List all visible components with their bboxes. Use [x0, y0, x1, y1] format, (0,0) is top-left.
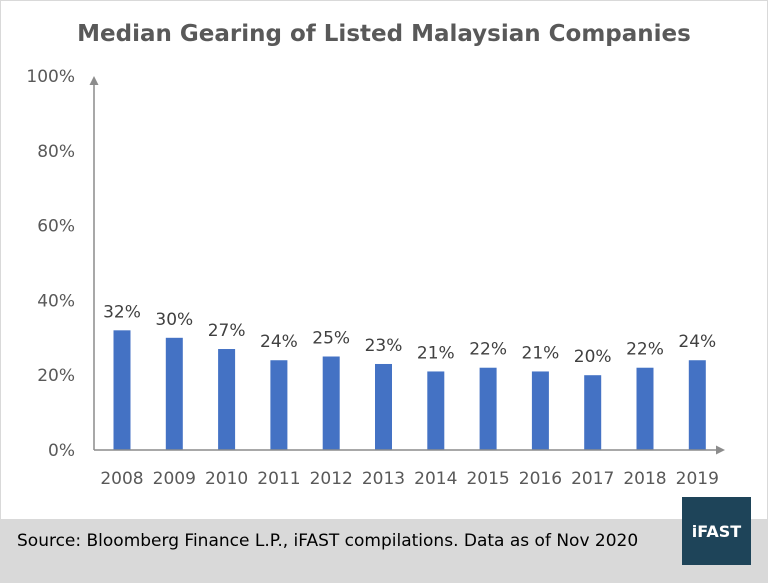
y-tick-label: 40%	[37, 291, 75, 311]
data-label: 30%	[155, 310, 193, 330]
x-tick-label: 2015	[466, 469, 509, 489]
data-label: 24%	[260, 332, 298, 352]
x-axis-arrow	[716, 445, 725, 455]
bar-2017	[584, 375, 602, 450]
bar-2009	[165, 337, 183, 450]
data-label: 32%	[103, 302, 141, 322]
y-tick-label: 60%	[37, 217, 75, 237]
x-tick-label: 2017	[571, 469, 614, 489]
bar-2015	[479, 367, 497, 450]
x-tick-label: 2008	[100, 469, 143, 489]
bar-chart: 0% 20% 40% 60% 80% 100% 2008 2009 2010 2011 2012 20…	[26, 67, 725, 489]
bar-2018	[636, 367, 654, 450]
bar-2012	[322, 356, 340, 450]
x-tick-label: 2013	[362, 469, 405, 489]
x-tick-label: 2016	[519, 469, 562, 489]
x-tick-label: 2012	[310, 469, 353, 489]
y-tick-label: 100%	[26, 67, 75, 87]
data-label: 22%	[626, 340, 664, 360]
x-tick-label: 2010	[205, 469, 248, 489]
data-label: 23%	[365, 336, 403, 356]
x-tick-label: 2018	[623, 469, 666, 489]
bar-2019	[688, 360, 706, 450]
bar-2011	[270, 360, 288, 450]
y-tick-label: 20%	[37, 366, 75, 386]
data-label: 21%	[522, 343, 560, 363]
bar-2016	[531, 371, 549, 450]
y-axis-arrow	[89, 76, 99, 85]
bar-2013	[375, 363, 392, 450]
y-tick-label: 80%	[37, 142, 75, 162]
data-label: 24%	[678, 332, 716, 352]
x-tick-label: 2014	[414, 469, 457, 489]
bar-2008	[113, 330, 131, 450]
source-footer: Source: Bloomberg Finance L.P., iFAST co…	[1, 519, 767, 582]
data-label: 22%	[469, 340, 507, 360]
source-note: Source: Bloomberg Finance L.P., iFAST co…	[17, 531, 639, 551]
bar-2010	[218, 349, 236, 450]
data-label: 25%	[312, 329, 350, 349]
x-tick-label: 2011	[257, 469, 300, 489]
x-tick-label: 2019	[676, 469, 719, 489]
bar-2014	[427, 371, 445, 450]
data-label: 20%	[574, 347, 612, 367]
data-label: 21%	[417, 343, 455, 363]
chart-title: Median Gearing of Listed Malaysian Compa…	[77, 21, 691, 47]
ifast-logo: iFAST	[682, 497, 751, 565]
y-tick-label: 0%	[48, 441, 75, 461]
x-tick-label: 2009	[153, 469, 196, 489]
data-label: 27%	[208, 321, 246, 341]
